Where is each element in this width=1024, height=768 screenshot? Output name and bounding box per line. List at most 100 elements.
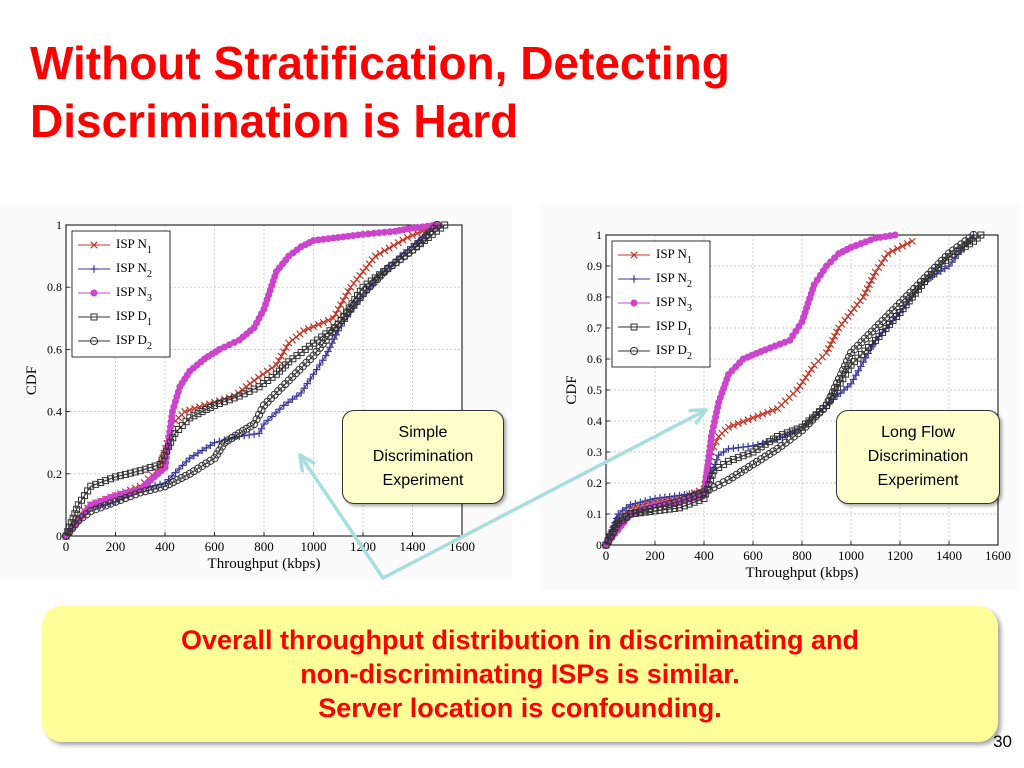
callout-simple-discrimination: Simple Discrimination Experiment [342,410,504,504]
left-series-1-point [277,352,285,360]
left-series-5-point [202,459,211,468]
summary-line-3: Server location is confounding. [318,693,722,723]
right-ytick-label: 0.4 [587,414,602,428]
left-series-2-point [315,361,324,369]
left-series-5-point [155,483,165,492]
left-series-2-point [250,430,258,438]
right-series-1-point [768,406,777,415]
right-series-1-point [739,417,747,426]
right-series-5-point [769,447,778,456]
right-series-5-point [724,475,733,484]
right-xtick-label: 0 [603,548,610,563]
right-series-1-point [893,245,902,253]
left-series-4-point [235,392,243,400]
left-series-2-point [303,379,312,388]
right-xtick-label: 1200 [887,548,913,563]
left-series-5-point [106,499,115,508]
right-series-1-point [807,365,816,373]
cdf-chart-right-svg: 0 200 400 600 800 1000 1200 1400 1600 0 0.1 0.2 0.3 0… [564,228,1011,581]
left-series-2-point [190,451,198,460]
right-series-5-point [842,357,852,366]
right-ytick-label: 0.1 [587,507,602,521]
right-series-5-point [740,465,749,474]
left-series-4-point [178,422,186,430]
right-series-1-point [831,332,839,340]
left-series-5-point [86,507,95,516]
left-legend-sub: 1 [147,245,152,256]
right-series-1-point [833,328,841,336]
right-series-5-point [732,470,741,479]
left-series-5-point [126,492,135,501]
left-series-5-point [146,485,155,495]
left-series-1-point [339,296,347,305]
callout-long-flow-discrimination: Long Flow Discrimination Experiment [836,410,1000,504]
right-series-4-point [778,431,786,439]
left-series-4-point [73,505,81,513]
left-series-5-point [433,220,442,230]
left-series-2-point [194,449,202,457]
left-series-5-point [91,505,100,514]
left-series-4-point [215,400,223,408]
right-series-3-point [822,262,830,270]
right-series-1-point [793,386,801,394]
right-ytick-label: 0.7 [587,321,602,335]
callout-left-line-1: Simple [398,424,448,441]
left-legend-marker [90,265,98,273]
right-series-5-point [728,473,737,482]
left-xtick-label: 200 [106,539,126,554]
cdf-chart-left: 0 200 400 600 800 1000 1200 1400 1600 0 0.2 0.4 0.6 0… [0,205,512,580]
left-legend-sub: 2 [147,269,152,280]
right-series-5-point [748,460,758,469]
left-series-2-point [206,441,215,449]
right-ytick-label: 0.2 [587,476,602,490]
left-series-4-point [186,414,194,422]
left-series-5-point [189,467,198,476]
right-series-1-point [802,373,810,382]
right-series-5-point [714,480,723,489]
right-xtick-label: 1000 [838,548,864,563]
left-series-1-point [200,401,209,410]
left-series-1-point [280,348,288,356]
left-xtick-label: 1200 [350,539,376,554]
right-series-2-point [852,371,860,379]
right-series-5-point [744,462,754,472]
right-series-4-point [734,454,742,462]
left-series-2-point [260,420,268,428]
left-series-2-point [297,389,305,397]
slide-title: Without Stratification, Detecting Discri… [30,37,730,147]
left-series-1-point [304,325,313,333]
left-series-4-point [151,462,159,470]
right-legend-marker [630,275,638,283]
right-series-2-point [739,443,747,451]
left-series-5-point [257,405,266,415]
left-series-4-point [107,475,115,483]
right-legend-marker [629,346,639,356]
left-legend-marker [90,289,98,297]
left-ytick-label: 0.6 [47,342,62,356]
left-legend-sub: 3 [147,293,152,304]
right-series-2-point [951,254,959,262]
left-series-1-point [263,367,272,375]
right-series-1-point [804,369,813,378]
right-series-5-point [835,374,844,384]
left-series-4-point [146,464,154,472]
left-series-2-point [288,395,297,403]
right-series-5-point [826,392,835,401]
left-legend-marker [90,241,98,249]
right-series-4-point [793,425,801,433]
left-series-2-point [264,416,272,425]
left-series-2-point [306,375,315,383]
right-series-2-point [713,456,721,464]
right-legend-sub: 3 [687,303,692,314]
right-series-1-point [863,285,871,293]
right-legend-marker [630,251,638,259]
left-series-5-point [185,469,194,478]
right-xtick-label: 1600 [985,548,1011,563]
left-series-1-point [376,249,384,258]
left-series-4-point [245,387,253,395]
right-series-1-point [871,268,880,276]
right-series-1-point [749,414,757,422]
right-series-5-point [841,361,850,370]
left-series-1-point [408,231,417,239]
right-series-2-point [744,442,752,451]
